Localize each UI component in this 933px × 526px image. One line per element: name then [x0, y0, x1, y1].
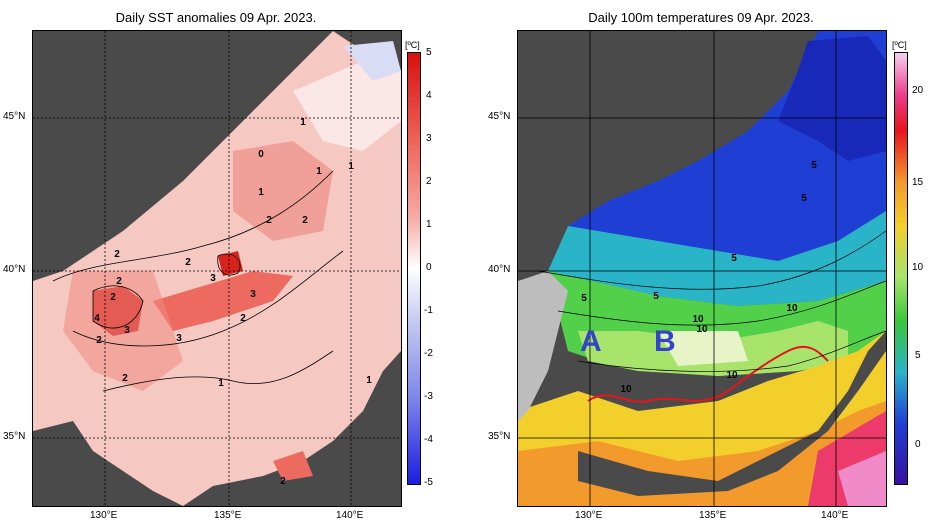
colorbar-tick: 15 [912, 177, 924, 188]
lat-label: 40°N [3, 264, 26, 275]
lat-label: 40°N [488, 264, 511, 275]
contour-label: 2 [240, 313, 246, 324]
colorbar-tick: -4 [424, 434, 433, 445]
contour-label: 10 [692, 314, 704, 325]
contour-label: 2 [122, 373, 128, 384]
lon-label: 140°E [336, 510, 364, 521]
contour-label: 2 [114, 249, 120, 260]
sst-anomaly-title: Daily SST anomalies 09 Apr. 2023. [115, 10, 317, 25]
region-label-b: B [654, 325, 676, 358]
colorbar-tick: 20 [912, 85, 924, 96]
contour-label: 3 [250, 289, 256, 300]
contour-label: 5 [731, 253, 737, 264]
contour-label: 2 [280, 476, 286, 487]
contour-label: 3 [210, 273, 216, 284]
contour-label: 1 [300, 117, 306, 128]
temp-100m-colorbar [894, 52, 908, 485]
colorbar-tick: -3 [424, 391, 433, 402]
contour-label: 1 [348, 161, 354, 172]
colorbar-tick: 5 [426, 47, 432, 58]
lon-label: 130°E [575, 510, 603, 521]
contour-label: 2 [302, 215, 308, 226]
colorbar-tick: 1 [426, 219, 432, 230]
colorbar-tick: 4 [426, 90, 432, 101]
contour-label: 10 [696, 324, 708, 335]
colorbar-tick: -2 [424, 348, 433, 359]
contour-label: 1 [316, 166, 322, 177]
temp-100m-title: Daily 100m temperatures 09 Apr. 2023. [588, 10, 814, 25]
contour-label: 3 [176, 333, 182, 344]
contour-label: 4 [94, 313, 100, 324]
lat-label: 45°N [3, 111, 26, 122]
contour-label: 2 [110, 292, 116, 303]
contour-label: 1 [258, 187, 264, 198]
contour-label: 1 [218, 378, 224, 389]
lon-label: 135°E [699, 510, 727, 521]
colorbar-tick: 10 [912, 262, 924, 273]
lat-label: 35°N [3, 431, 26, 442]
contour-label: 5 [801, 193, 807, 204]
contour-label: 2 [116, 276, 122, 287]
contour-label: 5 [811, 160, 817, 171]
colorbar-tick: 3 [426, 133, 432, 144]
contour-label: 10 [726, 370, 738, 381]
colorbar-tick: 5 [915, 350, 921, 361]
lat-label: 35°N [488, 431, 511, 442]
temp-100m-map: 5 5 5 5 5 10 10 10 10 10 A B [517, 30, 887, 507]
sst-anomaly-map: 0 1 1 1 1 2 2 2 2 2 2 2 3 3 3 3 4 2 2 1 … [32, 30, 402, 507]
contour-label: 10 [620, 384, 632, 395]
contour-label: 2 [185, 257, 191, 268]
lon-label: 135°E [214, 510, 242, 521]
colorbar-tick: 2 [426, 176, 432, 187]
contour-label: 5 [653, 291, 659, 302]
contour-label: 2 [96, 335, 102, 346]
colorbar-tick: 0 [915, 439, 921, 450]
contour-label: 2 [266, 215, 272, 226]
lat-label: 45°N [488, 111, 511, 122]
colorbar-tick: 0 [426, 262, 432, 273]
contour-label: 0 [258, 149, 264, 160]
colorbar-tick: -1 [424, 305, 433, 316]
region-label-a: A [580, 325, 602, 358]
colorbar-tick: -5 [424, 477, 433, 488]
contour-label: 10 [786, 303, 798, 314]
sst-anomaly-colorbar [407, 52, 421, 485]
colorbar-unit: [ºC] [892, 40, 907, 50]
colorbar-unit: [ºC] [405, 40, 420, 50]
contour-label: 3 [124, 325, 130, 336]
lon-label: 140°E [821, 510, 849, 521]
contour-label: 1 [366, 375, 372, 386]
lon-label: 130°E [90, 510, 118, 521]
contour-label: 5 [581, 293, 587, 304]
